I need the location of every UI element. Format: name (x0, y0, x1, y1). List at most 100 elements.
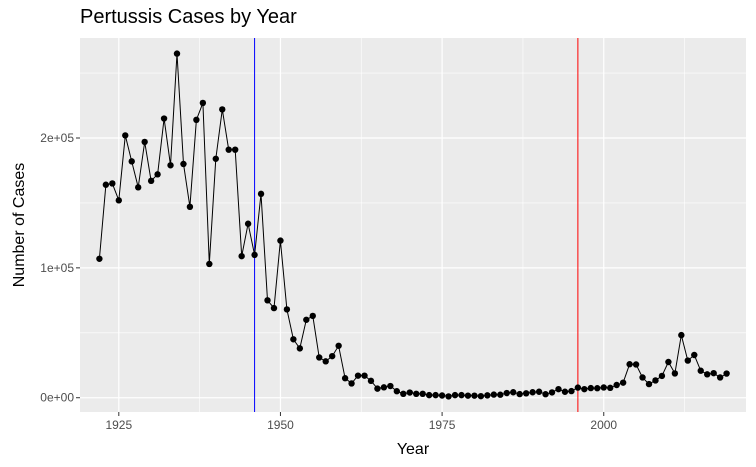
data-point (244, 220, 252, 227)
data-point (697, 367, 704, 374)
data-point (180, 160, 187, 168)
data-point (335, 342, 342, 349)
data-point (419, 390, 426, 398)
data-point (154, 171, 161, 178)
data-point (555, 385, 562, 393)
data-point (445, 393, 452, 400)
plot-panel (80, 38, 746, 412)
data-point (678, 331, 685, 339)
data-point (665, 358, 672, 366)
data-point (438, 392, 446, 399)
data-point (160, 115, 168, 122)
data-point (393, 388, 401, 395)
data-point (167, 162, 174, 169)
data-point (296, 345, 304, 352)
data-point (471, 392, 478, 399)
data-point (619, 379, 627, 386)
data-point (238, 252, 245, 260)
data-point (186, 203, 194, 211)
data-point (406, 389, 413, 396)
data-point (270, 304, 278, 312)
data-point (425, 391, 433, 399)
data-point (600, 384, 607, 391)
data-point (607, 384, 614, 392)
data-point (303, 316, 310, 323)
data-point (380, 384, 388, 391)
data-point (251, 251, 258, 259)
data-point (277, 237, 284, 244)
data-point (348, 380, 355, 387)
data-point (361, 372, 368, 379)
data-point (309, 312, 316, 320)
data-point (710, 369, 717, 377)
data-point (374, 385, 381, 392)
data-point (199, 99, 207, 107)
data-point (503, 389, 510, 397)
data-point (723, 370, 730, 377)
data-point (639, 374, 646, 381)
data-point (464, 392, 472, 399)
data-point (497, 391, 504, 398)
data-point (574, 384, 582, 391)
data-point (626, 361, 633, 368)
data-point (652, 377, 659, 384)
data-point (658, 372, 666, 380)
data-point (134, 184, 142, 191)
data-point (400, 390, 407, 398)
data-point (522, 390, 530, 397)
data-point (322, 358, 329, 365)
data-point (516, 390, 523, 398)
data-point (490, 391, 498, 398)
reference-lines (254, 38, 579, 412)
data-point (206, 260, 213, 268)
data-point (684, 357, 692, 364)
data-point (264, 297, 271, 304)
data-point (354, 372, 362, 379)
data-point (173, 50, 181, 57)
y-tick-label: 2e+05 (40, 131, 74, 145)
data-point (328, 352, 336, 360)
data-point (290, 336, 297, 343)
data-point (542, 391, 549, 398)
axes: 1925 1950 1975 2000 0e+00 1e+05 2e+05 (40, 131, 617, 432)
data-point (484, 392, 491, 399)
data-point (193, 116, 200, 124)
y-tick-label: 1e+05 (40, 261, 74, 275)
data-point (548, 389, 556, 396)
y-axis-title: Number of Cases (11, 163, 28, 288)
x-axis-title: Year (397, 441, 430, 458)
data-point (691, 351, 698, 359)
data-points (96, 50, 730, 400)
data-point (704, 371, 711, 378)
data-point (141, 138, 148, 146)
data-point (147, 177, 155, 185)
data-point (367, 377, 375, 385)
data-point (510, 389, 517, 396)
data-point (212, 155, 219, 162)
data-point (432, 391, 439, 399)
data-point (387, 382, 394, 390)
data-point (451, 391, 459, 399)
x-tick-label: 1975 (429, 418, 456, 432)
data-point (102, 181, 110, 188)
data-point (257, 190, 265, 198)
data-point (716, 374, 724, 381)
data-point (128, 158, 135, 165)
data-point (671, 370, 679, 377)
data-point (632, 361, 640, 368)
y-tick-label: 0e+00 (40, 391, 74, 405)
x-tick-label: 2000 (590, 418, 617, 432)
data-point (413, 390, 420, 398)
data-point (316, 354, 323, 361)
data-point (458, 391, 465, 399)
data-point (122, 132, 129, 139)
data-point (109, 180, 116, 187)
data-point (581, 385, 588, 393)
data-point (96, 255, 103, 262)
data-point (613, 381, 620, 389)
grid-lines (80, 38, 746, 412)
data-point (283, 306, 291, 313)
data-point (587, 384, 595, 392)
data-point (115, 197, 122, 204)
chart-title: Pertussis Cases by Year (80, 6, 297, 28)
